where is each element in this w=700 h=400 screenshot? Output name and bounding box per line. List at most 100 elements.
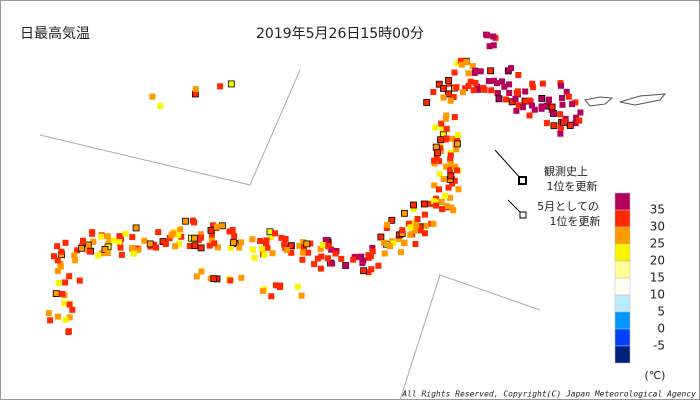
station — [193, 273, 200, 280]
station — [263, 240, 269, 247]
station — [299, 249, 306, 256]
station — [104, 250, 111, 257]
station — [490, 33, 497, 40]
station — [95, 252, 102, 259]
station — [314, 255, 321, 262]
station — [278, 234, 285, 241]
station — [463, 59, 470, 66]
station — [405, 220, 412, 227]
station — [62, 279, 69, 286]
station — [440, 176, 447, 183]
station — [447, 160, 454, 167]
station — [447, 167, 454, 174]
station — [217, 83, 224, 90]
station — [439, 206, 446, 213]
scale-label: 20 — [650, 254, 665, 268]
station — [452, 163, 459, 170]
station — [197, 244, 205, 252]
station — [191, 234, 198, 242]
station — [440, 94, 447, 101]
station — [383, 225, 390, 231]
scale-box — [614, 260, 631, 279]
station — [545, 97, 552, 104]
station — [495, 95, 503, 103]
station — [178, 233, 185, 240]
station — [519, 104, 526, 111]
station — [576, 117, 583, 124]
station — [172, 243, 179, 250]
station — [343, 262, 349, 269]
scale-box — [614, 226, 631, 245]
station — [45, 310, 52, 317]
station — [110, 237, 117, 244]
station — [90, 238, 97, 245]
station — [423, 99, 431, 106]
station — [170, 230, 177, 237]
station — [543, 120, 550, 127]
station — [299, 256, 306, 263]
station — [577, 109, 584, 116]
station — [561, 118, 568, 125]
station — [407, 231, 414, 238]
station — [569, 101, 576, 108]
station — [210, 222, 217, 229]
station — [442, 115, 449, 122]
station — [229, 227, 236, 233]
station — [300, 239, 307, 246]
station — [526, 112, 533, 119]
station — [272, 230, 278, 237]
station — [506, 81, 513, 88]
station — [227, 277, 234, 284]
station — [572, 120, 579, 127]
station — [398, 249, 404, 256]
station — [294, 283, 301, 290]
station — [514, 88, 521, 95]
station — [436, 171, 443, 178]
station — [122, 230, 129, 237]
scale-box — [614, 277, 631, 296]
station — [437, 144, 444, 151]
station — [447, 172, 455, 180]
station — [565, 93, 572, 100]
station — [557, 130, 564, 137]
station — [454, 136, 461, 143]
station — [412, 227, 419, 234]
station — [358, 253, 365, 260]
station — [208, 231, 215, 238]
station — [338, 255, 345, 262]
station — [443, 112, 450, 119]
station — [440, 85, 447, 92]
scale-unit: (℃) — [645, 369, 666, 382]
station — [267, 234, 274, 240]
scale-box — [614, 192, 631, 211]
station — [530, 84, 537, 91]
station — [227, 244, 234, 251]
title: 日最高気温 — [20, 25, 90, 42]
station — [447, 152, 454, 159]
station — [381, 250, 388, 257]
station — [369, 245, 376, 251]
station — [515, 72, 522, 78]
station — [71, 252, 78, 259]
station — [430, 198, 437, 205]
scale-box — [614, 328, 631, 347]
station — [477, 68, 484, 75]
station — [572, 99, 579, 106]
station — [58, 248, 65, 255]
station — [59, 290, 66, 297]
station — [133, 247, 140, 254]
station — [573, 114, 580, 121]
station — [47, 317, 54, 324]
station — [451, 114, 458, 121]
record-legend: 観測史上 1位を更新 5月としての 1位を更新 — [494, 149, 601, 228]
station — [432, 124, 439, 131]
station — [412, 241, 419, 247]
station — [387, 243, 393, 250]
station — [311, 261, 318, 268]
station — [226, 228, 233, 235]
station — [218, 222, 226, 230]
station — [506, 90, 513, 96]
station — [130, 250, 137, 257]
station — [332, 250, 339, 257]
station — [445, 80, 452, 87]
